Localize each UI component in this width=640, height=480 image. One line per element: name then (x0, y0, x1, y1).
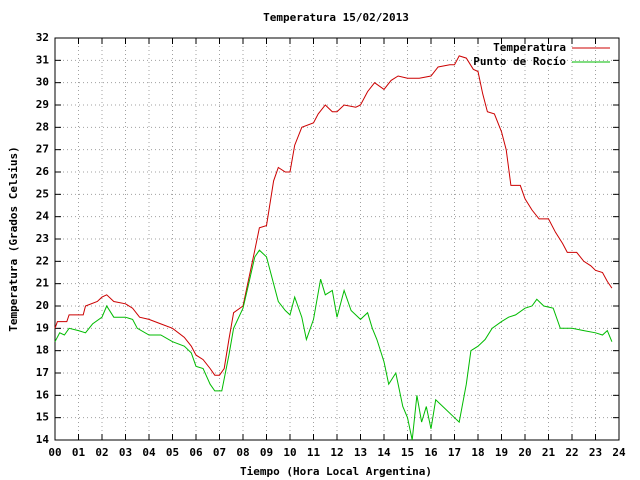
y-tick-label: 17 (36, 366, 49, 379)
y-axis-label: Temperatura (Grados Celsius) (7, 146, 20, 331)
x-tick-label: 12 (330, 446, 343, 459)
plot-frame (54, 37, 620, 441)
legend-label: Temperatura (493, 41, 566, 54)
x-tick-label: 04 (142, 446, 156, 459)
x-tick-label: 17 (448, 446, 461, 459)
y-tick-label: 31 (36, 53, 50, 66)
y-tick-label: 28 (36, 120, 49, 133)
x-tick-label: 18 (471, 446, 484, 459)
x-tick-label: 22 (565, 446, 578, 459)
y-tick-label: 19 (36, 321, 49, 334)
x-axis-label: Tiempo (Hora Local Argentina) (240, 465, 432, 478)
x-tick-label: 15 (401, 446, 414, 459)
y-tick-label: 22 (36, 254, 49, 267)
x-tick-label: 06 (189, 446, 203, 459)
x-tick-label: 07 (213, 446, 226, 459)
y-tick-label: 14 (36, 433, 50, 446)
x-tick-label: 19 (495, 446, 508, 459)
y-tick-label: 29 (36, 98, 49, 111)
x-tick-label: 13 (354, 446, 367, 459)
y-tick-label: 24 (36, 210, 50, 223)
x-tick-label: 08 (236, 446, 249, 459)
y-tick-label: 32 (36, 31, 49, 44)
x-tick-label: 11 (307, 446, 321, 459)
y-tick-label: 23 (36, 232, 49, 245)
x-tick-label: 21 (542, 446, 556, 459)
y-tick-label: 30 (36, 76, 49, 89)
x-tick-label: 05 (166, 446, 179, 459)
x-tick-label: 16 (424, 446, 438, 459)
y-tick-label: 18 (36, 344, 49, 357)
y-tick-label: 20 (36, 299, 49, 312)
y-tick-label: 26 (36, 165, 50, 178)
x-tick-label: 24 (612, 446, 626, 459)
y-tick-label: 21 (36, 277, 50, 290)
x-tick-label: 01 (72, 446, 86, 459)
y-tick-label: 27 (36, 143, 49, 156)
chart-title: Temperatura 15/02/2013 (263, 11, 409, 24)
y-tick-label: 25 (36, 187, 49, 200)
x-tick-label: 23 (589, 446, 602, 459)
x-tick-label: 09 (260, 446, 273, 459)
series-line (54, 249, 613, 441)
y-tick-label: 15 (36, 411, 49, 424)
x-tick-label: 02 (95, 446, 108, 459)
legend-label: Punto de Rocío (473, 55, 566, 68)
x-tick-label: 03 (119, 446, 132, 459)
series-line (54, 55, 613, 376)
x-tick-label: 00 (48, 446, 61, 459)
y-tick-label: 16 (36, 388, 50, 401)
x-tick-label: 10 (283, 446, 296, 459)
x-tick-label: 14 (377, 446, 391, 459)
x-tick-label: 20 (518, 446, 531, 459)
